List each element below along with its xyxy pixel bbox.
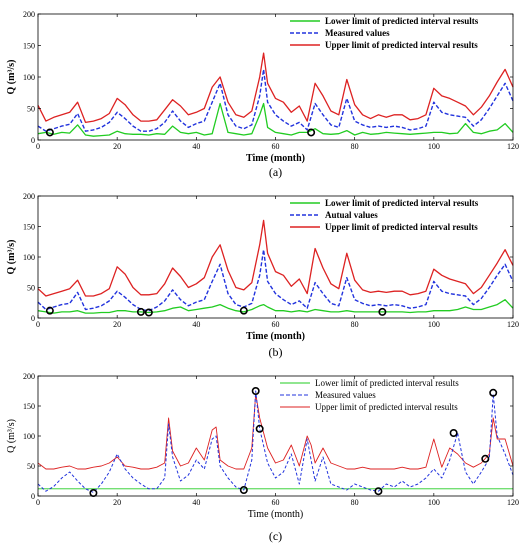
legend-label-measured: Measured values <box>315 390 376 400</box>
x-tick-label: 60 <box>272 320 280 329</box>
y-tick-label: 0 <box>31 314 35 323</box>
x-axis-title: Time (month) <box>246 153 305 164</box>
legend-label-lower: Lower limit of predicted interval result… <box>325 198 479 208</box>
x-tick-label: 20 <box>113 320 121 329</box>
marker-point-0 <box>45 128 54 137</box>
y-tick-label: 200 <box>23 192 35 201</box>
legend-label-upper: Upper limit of predicted interval result… <box>315 402 458 412</box>
x-tick-label: 120 <box>507 498 519 507</box>
marker-point-5 <box>449 428 458 437</box>
marker-point-0 <box>89 488 98 497</box>
y-tick-label: 200 <box>23 10 35 19</box>
y-tick-label: 150 <box>23 402 35 411</box>
y-tick-label: 0 <box>31 136 35 145</box>
marker-point-6 <box>481 454 490 463</box>
plot-frame <box>37 195 514 319</box>
x-tick-label: 120 <box>507 142 519 151</box>
x-tick-label: 0 <box>36 142 40 151</box>
y-tick-label: 50 <box>27 284 35 293</box>
x-tick-label: 40 <box>192 320 200 329</box>
y-tick-label: 150 <box>23 42 35 51</box>
x-tick-label: 100 <box>428 320 440 329</box>
x-tick-label: 80 <box>351 142 359 151</box>
series-line-upper <box>37 393 514 470</box>
x-tick-label: 100 <box>428 498 440 507</box>
x-tick-label: 20 <box>113 498 121 507</box>
x-tick-label: 80 <box>351 498 359 507</box>
series-line-lower <box>37 299 514 314</box>
series-line-upper <box>37 52 514 124</box>
panel-label: (a) <box>269 165 282 179</box>
series-line-measured <box>37 248 514 312</box>
x-axis-title: Time (month) <box>246 331 305 342</box>
series-line-measured <box>37 68 514 132</box>
plot-frame <box>37 13 514 141</box>
legend-label-upper: Upper limit of predicted interval result… <box>325 222 478 232</box>
y-tick-label: 100 <box>23 73 35 82</box>
x-tick-label: 0 <box>36 320 40 329</box>
marker-point-0 <box>45 306 54 315</box>
marker-point-2 <box>144 308 153 317</box>
x-tick-label: 100 <box>428 142 440 151</box>
legend-label-measured: Measured values <box>325 28 390 38</box>
marker-point-4 <box>374 487 383 496</box>
x-tick-label: 60 <box>272 142 280 151</box>
y-tick-label: 50 <box>27 105 35 114</box>
y-tick-label: 50 <box>27 462 35 471</box>
x-tick-label: 40 <box>192 142 200 151</box>
x-tick-label: 60 <box>272 498 280 507</box>
chart-panel-0: 0 20 40 60 80 100 120 0 50 100 150 200 Time (month) Q… <box>6 10 519 179</box>
marker-point-3 <box>255 424 264 433</box>
marker-point-4 <box>378 307 387 316</box>
legend-label-lower: Lower limit of predicted interval result… <box>315 378 459 388</box>
panel-label: (c) <box>269 529 282 543</box>
marker-point-1 <box>307 128 316 137</box>
y-tick-label: 0 <box>31 492 35 501</box>
x-axis-title: Time (month) <box>248 509 303 520</box>
x-tick-label: 40 <box>192 498 200 507</box>
series-line-upper <box>37 219 514 297</box>
marker-point-7 <box>489 388 498 397</box>
marker-point-1 <box>239 485 248 494</box>
y-tick-label: 100 <box>23 253 35 262</box>
legend-label-lower: Lower limit of predicted interval result… <box>325 16 479 26</box>
series-line-measured <box>37 390 514 493</box>
x-tick-label: 120 <box>507 320 519 329</box>
marker-point-2 <box>251 386 260 395</box>
chart-panel-2: 0 20 40 60 80 100 120 0 50 100 150 200 Time (month) Q… <box>6 372 519 543</box>
marker-point-3 <box>239 306 248 315</box>
x-tick-label: 80 <box>351 320 359 329</box>
chart-panel-1: 0 20 40 60 80 100 120 0 50 100 150 200 Time (month) Q… <box>6 192 519 359</box>
y-tick-label: 100 <box>23 432 35 441</box>
panel-label: (b) <box>269 345 283 359</box>
marker-point-1 <box>136 307 145 316</box>
y-tick-label: 200 <box>23 372 35 381</box>
y-axis-title: Q (m³/s) <box>6 240 17 275</box>
y-axis-title: Q (m³/s) <box>6 419 17 453</box>
y-axis-title: Q (m³/s) <box>6 60 17 95</box>
x-tick-label: 20 <box>113 142 121 151</box>
x-tick-label: 0 <box>36 498 40 507</box>
y-tick-label: 150 <box>23 223 35 232</box>
legend-label-upper: Upper limit of predicted interval result… <box>325 40 478 50</box>
legend-label-measured: Autual values <box>325 210 378 220</box>
series-line-lower <box>37 102 514 137</box>
